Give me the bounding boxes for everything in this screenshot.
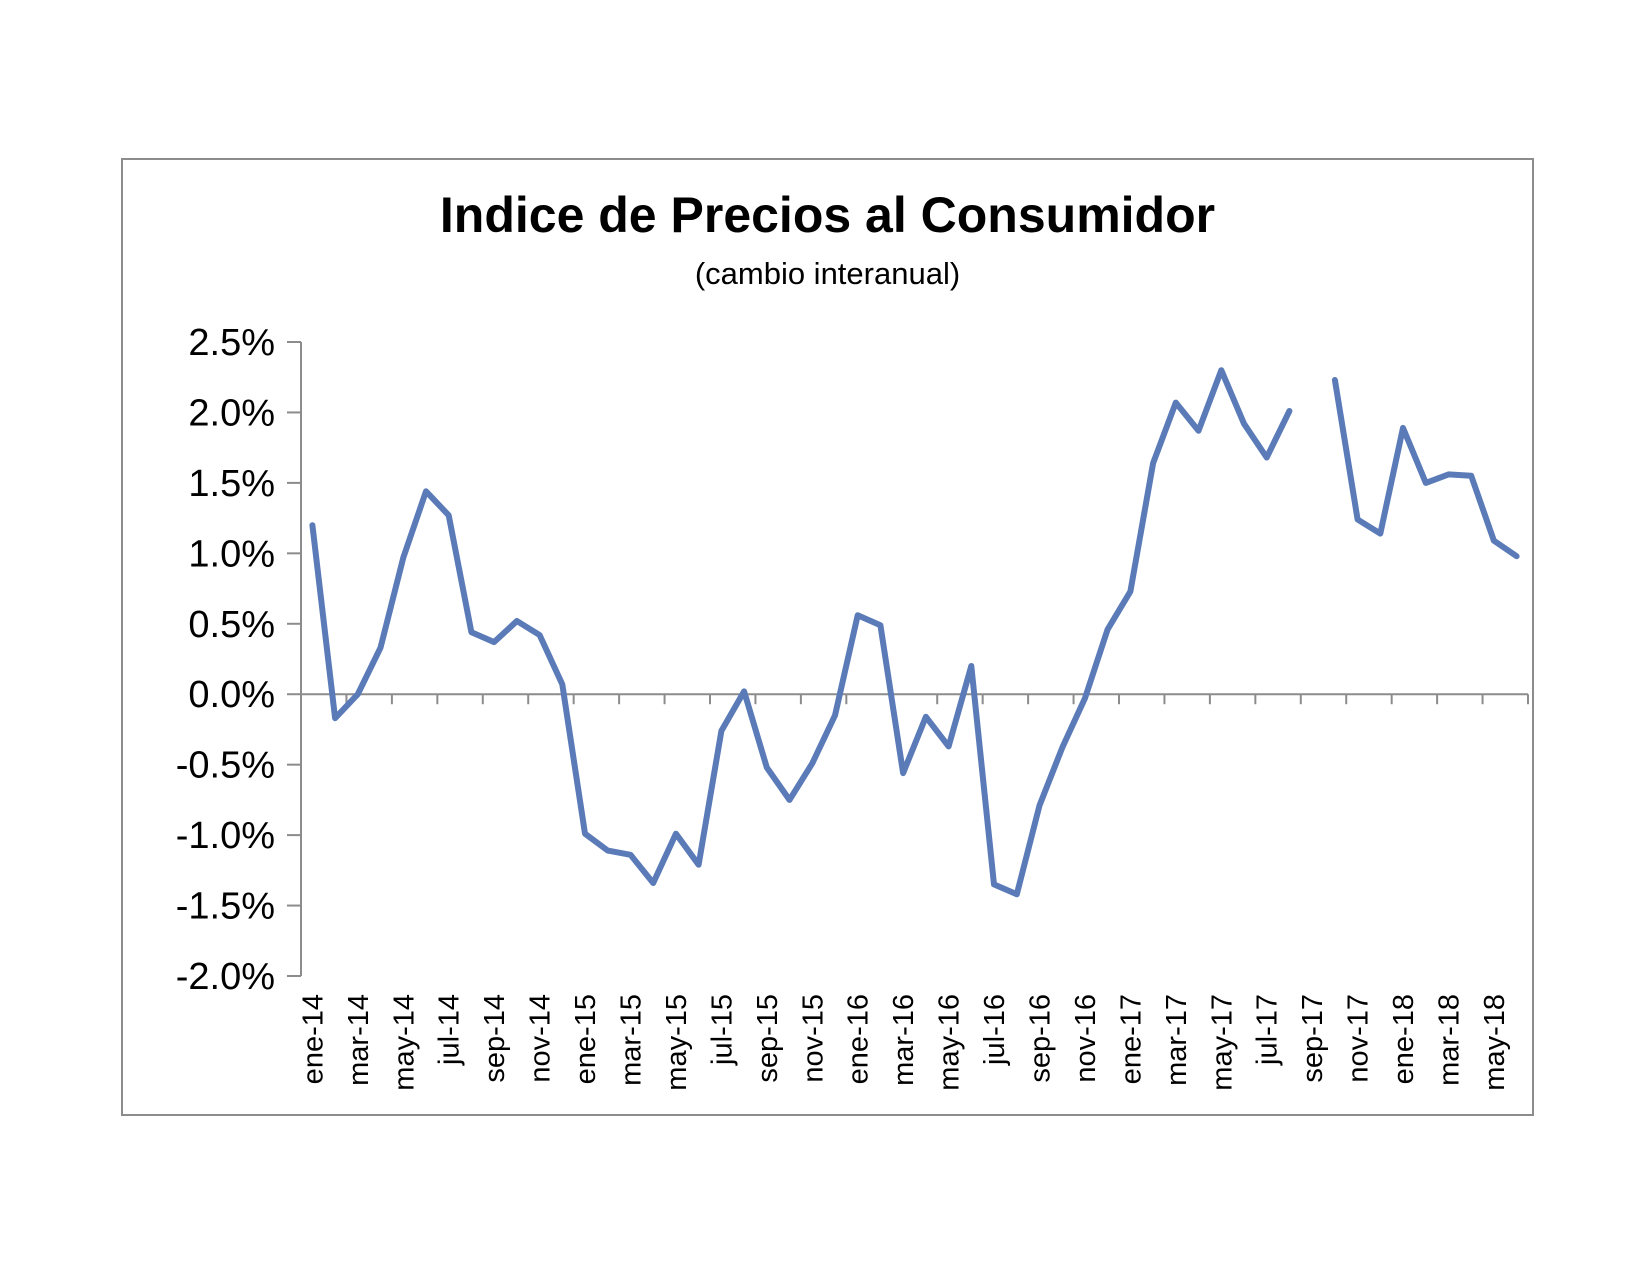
x-tick-label: sep-15 xyxy=(752,994,784,1083)
y-tick-label: -2.0% xyxy=(176,956,275,998)
y-tick-label: -1.5% xyxy=(176,886,275,928)
y-tick-label: -0.5% xyxy=(176,745,275,787)
x-tick-label: mar-17 xyxy=(1161,994,1193,1086)
chart-frame: Indice de Precios al Consumidor (cambio … xyxy=(121,158,1534,1116)
series-line xyxy=(309,367,1293,898)
x-tick-label: nov-17 xyxy=(1343,994,1375,1083)
x-tick-label: sep-17 xyxy=(1297,994,1329,1083)
y-tick-label: 1.5% xyxy=(188,463,275,505)
x-tick-label: may-17 xyxy=(1206,994,1238,1091)
series-line xyxy=(1331,377,1520,560)
y-tick-label: 2.5% xyxy=(188,322,275,364)
y-tick-label: 1.0% xyxy=(188,533,275,575)
x-tick-label: may-16 xyxy=(934,994,966,1091)
x-tick-label: nov-14 xyxy=(525,994,557,1083)
x-tick-label: mar-16 xyxy=(888,994,920,1086)
y-tick-label: -1.0% xyxy=(176,815,275,857)
x-tick-label: nov-16 xyxy=(1070,994,1102,1083)
x-tick-label: mar-18 xyxy=(1433,994,1465,1086)
x-tick-label: ene-18 xyxy=(1388,994,1420,1084)
x-tick-label: nov-15 xyxy=(797,994,829,1083)
x-tick-label: mar-14 xyxy=(343,994,375,1086)
x-tick-label: jul-16 xyxy=(979,994,1011,1066)
y-tick-label: 0.5% xyxy=(188,604,275,646)
x-tick-label: jul-17 xyxy=(1252,994,1284,1066)
y-tick-label: 0.0% xyxy=(188,674,275,716)
x-tick-label: jul-14 xyxy=(434,994,466,1066)
x-tick-label: sep-14 xyxy=(479,994,511,1083)
x-tick-label: may-14 xyxy=(388,994,420,1091)
x-tick-label: ene-15 xyxy=(570,994,602,1084)
x-tick-label: mar-15 xyxy=(615,994,647,1086)
y-tick-label: 2.0% xyxy=(188,392,275,434)
x-tick-label: ene-16 xyxy=(843,994,875,1084)
x-tick-label: sep-16 xyxy=(1024,994,1056,1083)
x-tick-label: may-18 xyxy=(1479,994,1511,1091)
x-tick-label: ene-17 xyxy=(1115,994,1147,1084)
x-tick-label: jul-15 xyxy=(706,994,738,1066)
chart-subtitle: (cambio interanual) xyxy=(694,256,961,291)
line-chart: 2.5% 2.0% 1.5% 1.0% 0.5% 0.0% -0.5% -1.0% -1.5% -… xyxy=(176,322,1529,1091)
x-tick-label: ene-14 xyxy=(297,994,329,1084)
chart-title: Indice de Precios al Consumidor xyxy=(439,187,1216,243)
x-tick-label: may-15 xyxy=(661,994,693,1091)
